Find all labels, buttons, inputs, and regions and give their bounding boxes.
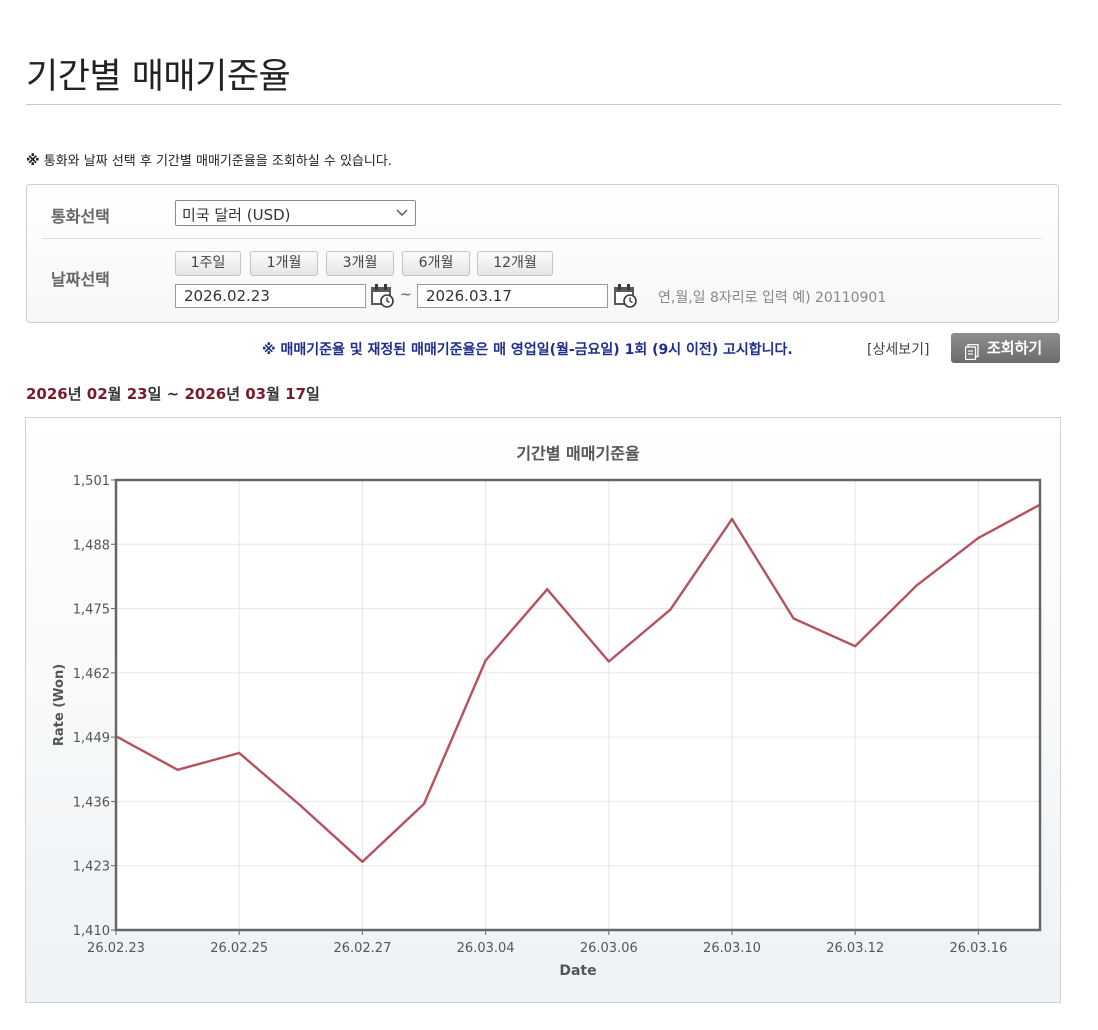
posting-notice: ※ 매매기준율 및 재정된 매매기준율은 매 영업일(월-금요일) 1회 (9시… — [262, 342, 793, 358]
notice: ※ 통화와 날짜 선택 후 기간별 매매기준율을 조회하실 수 있습니다. — [26, 150, 392, 169]
start-month: 02 — [86, 385, 108, 403]
y-axis-ticks: 1,410 1,423 1,436 1,449 1,462 1,475 1,488 1,501 — [73, 474, 116, 939]
x-tick-label: 26.03.04 — [457, 941, 515, 956]
x-axis-label: Date — [559, 963, 596, 979]
data-point — [546, 588, 549, 591]
start-date-input[interactable]: 2026.02.23 — [175, 284, 366, 308]
selected-range: 2026년 02월 23일 ~ 2026년 03월 17일 — [26, 383, 320, 404]
y-axis-label: Rate (Won) — [52, 664, 67, 746]
currency-select[interactable]: 미국 달러 (USD) — [175, 200, 416, 226]
x-tick-label: 26.02.23 — [87, 941, 145, 956]
plot-border — [114, 478, 1042, 932]
y-tick-label: 1,488 — [73, 538, 110, 553]
end-year: 2026 — [184, 385, 227, 403]
x-tick-label: 26.02.27 — [333, 941, 391, 956]
data-point — [669, 608, 672, 611]
notice-mark: ※ — [26, 153, 40, 169]
x-axis-ticks: 26.02.23 26.02.25 26.02.27 26.03.04 26.03.06… — [87, 930, 1007, 956]
page-title: 기간별 매매기준율 — [26, 57, 291, 97]
y-tick-label: 1,410 — [73, 924, 110, 939]
date-range-separator: ~ — [400, 287, 412, 303]
currency-select-value: 미국 달러 (USD) — [182, 206, 291, 224]
date-label: 날짜선택 — [51, 270, 110, 289]
filter-panel: 통화선택 미국 달러 (USD) 날짜선택 1주일 1개월 3개월 6개월 12… — [26, 184, 1059, 323]
end-day: 17 — [285, 385, 307, 403]
data-point — [484, 659, 487, 662]
start-year: 2026 — [26, 385, 68, 403]
y-tick-label: 1,501 — [73, 474, 110, 489]
data-point — [977, 536, 980, 540]
data-point — [854, 644, 857, 648]
y-tick-label: 1,436 — [73, 795, 110, 810]
day-unit: 일 — [306, 385, 320, 403]
currency-label: 통화선택 — [51, 207, 110, 226]
day-unit: 일 — [147, 385, 162, 403]
month-unit: 월 — [266, 385, 280, 403]
notice-text: 통화와 날짜 선택 후 기간별 매매기준율을 조회하실 수 있습니다. — [43, 154, 392, 169]
row-separator — [43, 238, 1042, 239]
x-tick-label: 26.03.16 — [949, 941, 1007, 956]
chart-title: 기간별 매매기준율 — [516, 444, 640, 463]
period-button-1month[interactable]: 1개월 — [250, 251, 318, 276]
start-day: 23 — [126, 385, 148, 403]
x-tick-label: 26.03.10 — [703, 941, 761, 956]
series-line — [115, 503, 1041, 863]
year-unit: 년 — [67, 385, 82, 403]
document-icon — [964, 340, 979, 361]
period-button-1week[interactable]: 1주일 — [175, 251, 241, 276]
y-tick-label: 1,449 — [73, 731, 110, 746]
data-point — [299, 804, 302, 808]
y-tick-label: 1,462 — [73, 667, 110, 682]
period-button-12months[interactable]: 12개월 — [477, 251, 553, 276]
range-separator: ~ — [166, 385, 180, 403]
period-button-3months[interactable]: 3개월 — [326, 251, 394, 276]
period-button-6months[interactable]: 6개월 — [402, 251, 470, 276]
data-point — [915, 584, 918, 587]
month-unit: 월 — [107, 385, 122, 403]
calendar-icon[interactable] — [369, 282, 395, 308]
date-input-hint: 연,월,일 8자리로 입력 예) 20110901 — [658, 290, 887, 306]
plot-area — [116, 480, 1040, 930]
data-point — [792, 617, 795, 620]
data-point — [176, 768, 179, 771]
data-point — [422, 802, 426, 806]
detail-link[interactable]: [상세보기] — [867, 342, 930, 358]
calendar-icon[interactable] — [612, 282, 638, 308]
year-unit: 년 — [226, 385, 241, 403]
x-tick-label: 26.03.06 — [580, 941, 638, 956]
x-tick-label: 26.02.25 — [210, 941, 268, 956]
query-button[interactable]: 조회하기 — [951, 333, 1060, 363]
chevron-down-icon — [395, 203, 409, 227]
data-point — [361, 860, 364, 863]
data-point — [730, 517, 734, 521]
rate-line-chart: 기간별 매매기준율 1,410 1,423 1,436 1,449 1,462 1,475… — [52, 444, 1042, 979]
y-tick-label: 1,475 — [73, 603, 110, 618]
query-button-label: 조회하기 — [987, 339, 1043, 357]
y-tick-label: 1,423 — [73, 860, 110, 875]
title-divider — [26, 104, 1061, 105]
chart-container: 기간별 매매기준율 1,410 1,423 1,436 1,449 1,462 1,475… — [25, 417, 1061, 1003]
data-point — [238, 751, 241, 755]
x-tick-label: 26.03.12 — [826, 941, 884, 956]
data-point — [607, 660, 610, 663]
end-month: 03 — [245, 385, 267, 403]
end-date-input[interactable]: 2026.03.17 — [417, 284, 608, 308]
